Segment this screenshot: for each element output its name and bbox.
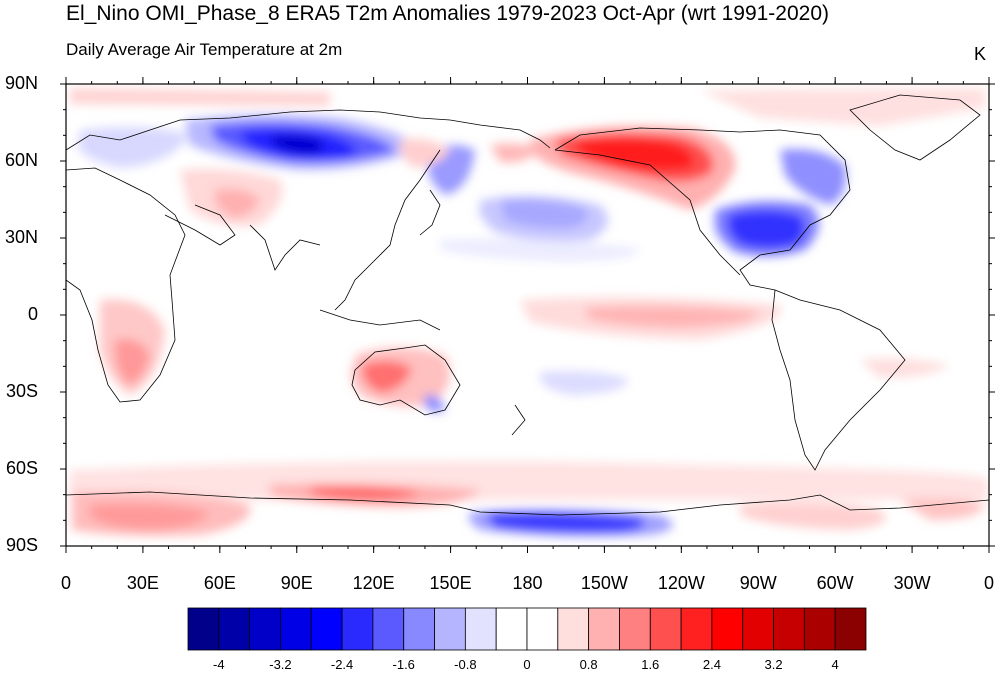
lon-label: 60E (203, 573, 236, 593)
colorbar-swatch (280, 607, 312, 651)
colorbar-swatch (341, 607, 374, 651)
lon-label: 90E (280, 573, 313, 593)
units-label: K (974, 44, 987, 64)
lon-label: 90W (739, 573, 777, 593)
lon-label: 0 (983, 573, 994, 593)
colorbar-tick-label: 4 (831, 657, 839, 672)
colorbar-tick-label: -2.4 (330, 657, 354, 672)
colorbar-swatch (588, 607, 620, 651)
lon-label: 60W (816, 573, 854, 593)
colorbar-swatch (619, 607, 651, 651)
lat-label: 30N (4, 227, 38, 247)
colorbar-tick-label: -4 (213, 657, 225, 672)
colorbar-swatch (742, 607, 774, 651)
colorbar-swatch (834, 607, 867, 651)
colorbar-swatch (464, 607, 497, 651)
lat-label: 90N (4, 73, 38, 93)
colorbar-swatch (434, 607, 466, 651)
map-title: El_Nino OMI_Phase_8 ERA5 T2m Anomalies 1… (66, 2, 830, 25)
colorbar-tick-label: -1.6 (392, 657, 415, 672)
colorbar-swatch (310, 607, 343, 651)
colorbar-tick-label: 1.6 (641, 657, 660, 672)
lat-label: 90S (5, 535, 38, 555)
colorbar-swatch (711, 607, 744, 651)
colorbar-swatch (773, 607, 805, 651)
colorbar (187, 607, 867, 651)
colorbar-swatch (187, 607, 220, 651)
axis-ticks (60, 77, 995, 553)
lon-label: 150W (580, 573, 628, 593)
colorbar-swatch (557, 607, 590, 651)
lat-label: 0 (27, 304, 38, 324)
lat-label: 30S (5, 381, 38, 401)
colorbar-tick-label: 2.4 (702, 657, 721, 672)
colorbar-tick-label: 0.8 (579, 657, 598, 672)
lon-label: 120E (352, 573, 395, 593)
map-subtitle: Daily Average Air Temperature at 2m (66, 40, 343, 59)
colorbar-swatch (249, 607, 281, 651)
lat-label: 60S (5, 458, 38, 478)
colorbar-swatch (680, 607, 713, 651)
lon-label: 30E (126, 573, 159, 593)
anomaly-shading (70, 88, 989, 537)
colorbar-tick-label: -3.2 (269, 657, 292, 672)
lon-label: 150E (429, 573, 472, 593)
lon-label: 180 (512, 573, 543, 593)
colorbar-swatch (403, 607, 435, 651)
lon-label: 0 (60, 573, 71, 593)
colorbar-swatch (372, 607, 405, 651)
lon-label: 120W (657, 573, 705, 593)
colorbar-swatch (218, 607, 251, 651)
colorbar-swatch (803, 607, 836, 651)
colorbar-tick-label: 0 (523, 657, 531, 672)
colorbar-swatch (649, 607, 682, 651)
colorbar-swatch (495, 607, 528, 651)
colorbar-tick-label: 3.2 (764, 657, 783, 672)
lon-label: 30W (893, 573, 931, 593)
colorbar-tick-label: -0.8 (454, 657, 477, 672)
coastlines (66, 94, 989, 516)
colorbar-swatch (526, 607, 559, 651)
lat-label: 60N (4, 150, 38, 170)
